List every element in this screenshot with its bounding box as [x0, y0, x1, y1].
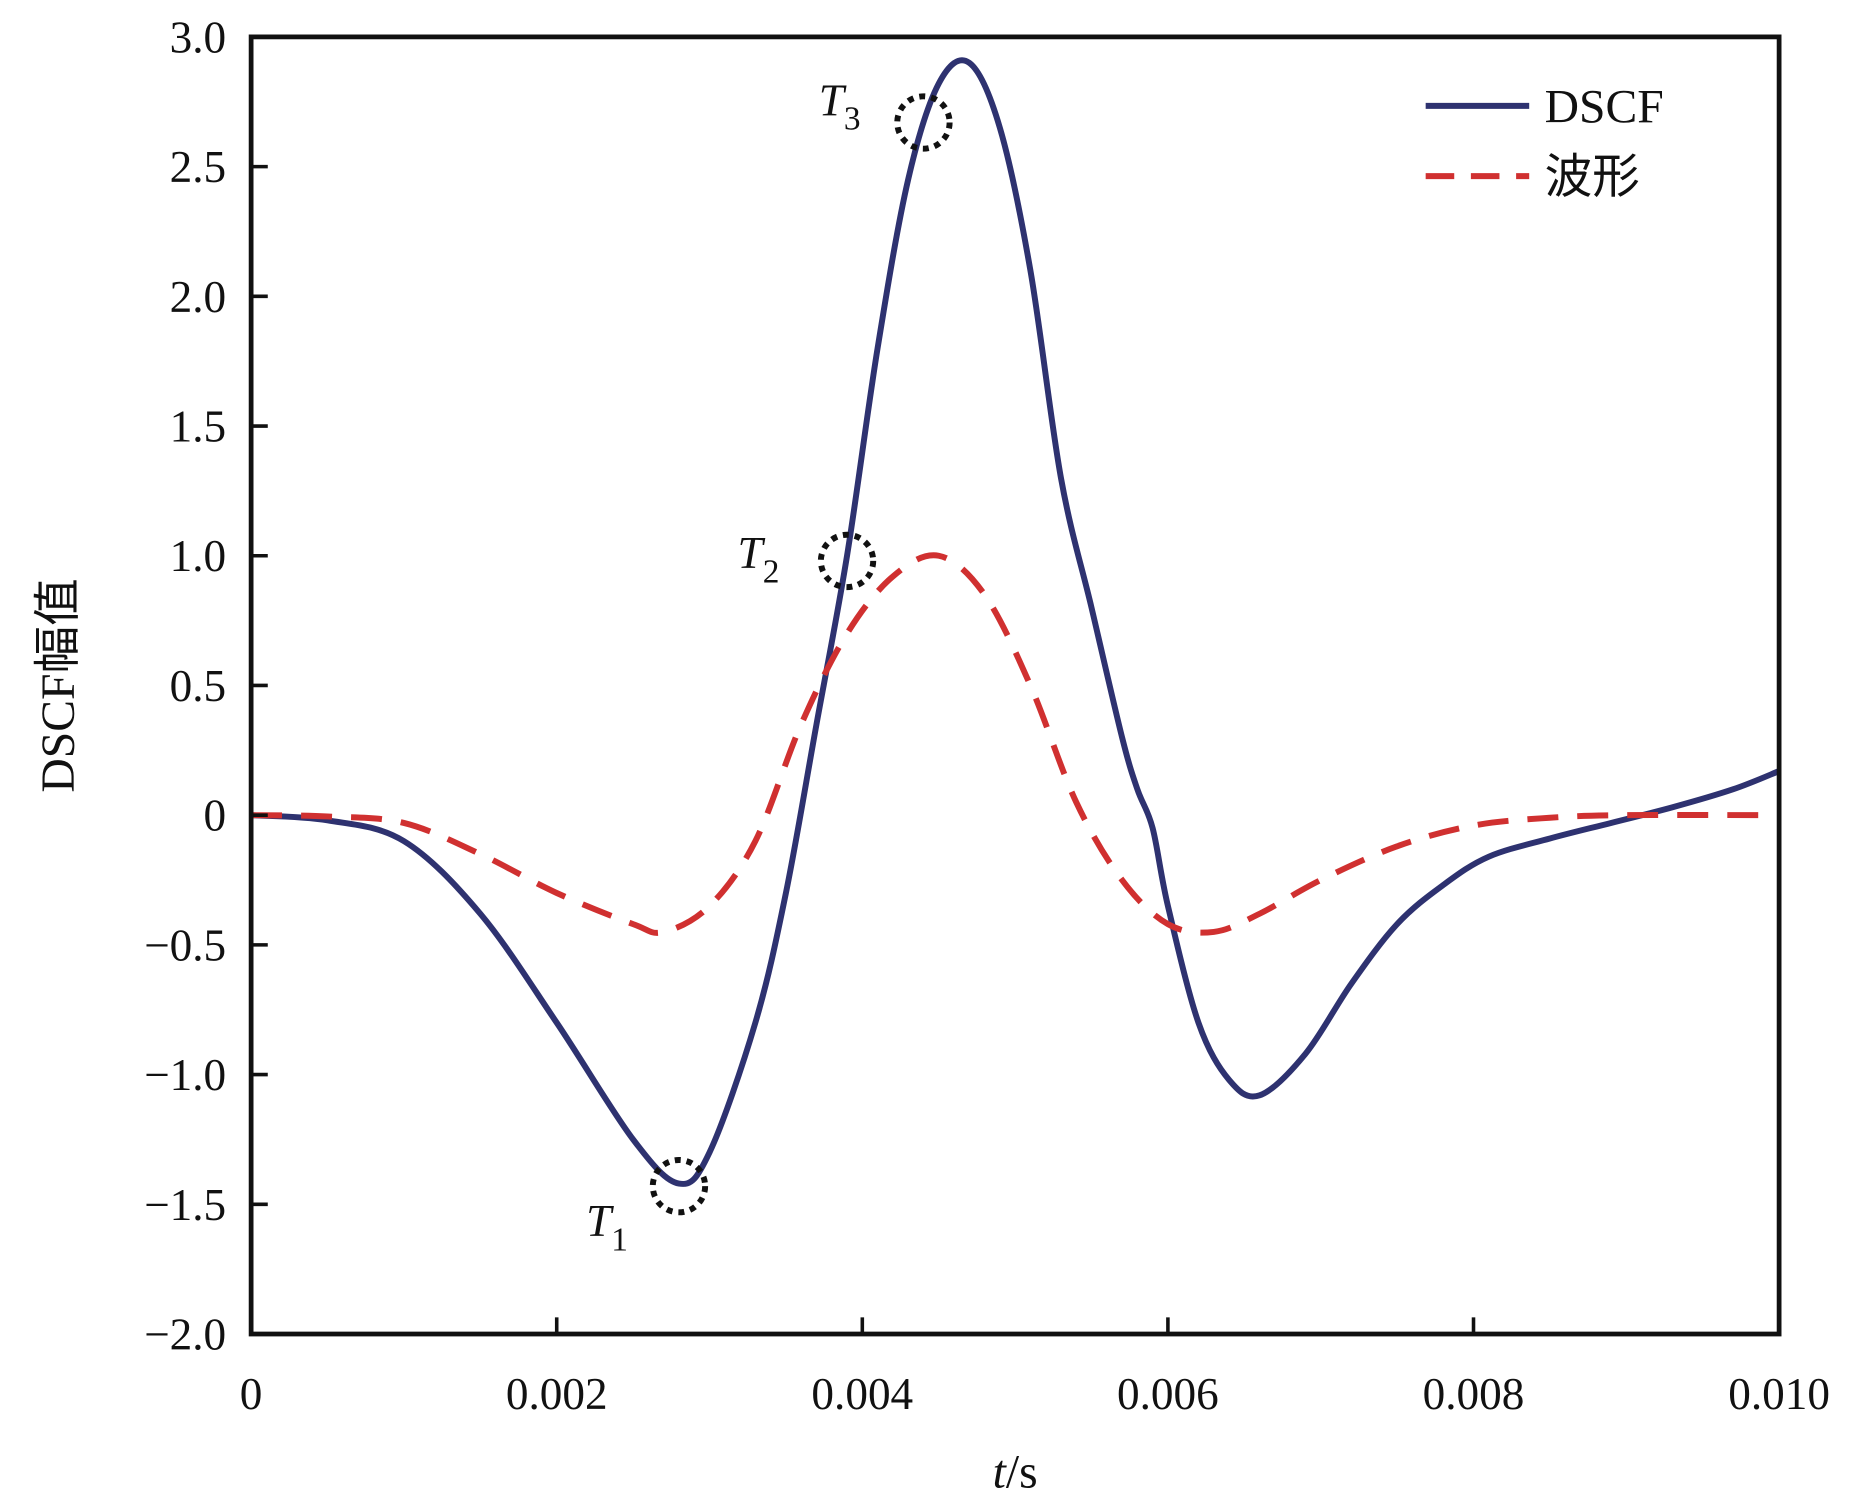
annotation-circle-t1 — [649, 1156, 709, 1216]
y-axis-label: DSCF幅值 — [33, 578, 85, 792]
y-tick-label: 0.5 — [170, 661, 227, 711]
x-tick-label: 0.002 — [506, 1369, 608, 1419]
legend-label-dscf: DSCF — [1545, 82, 1664, 134]
y-tick-label: 1.5 — [170, 401, 227, 451]
x-tick-label: 0.004 — [811, 1369, 913, 1419]
series-line-dscf — [250, 57, 1781, 1187]
annotation-label-t2: T2 — [738, 528, 780, 590]
annotation-label-t3: T3 — [819, 75, 861, 137]
annotation-label-t1: T1 — [586, 1196, 628, 1258]
y-tick-label: 1.0 — [170, 531, 227, 581]
annotation-circle-t3 — [894, 93, 953, 152]
y-tick-label: −1.0 — [144, 1050, 226, 1100]
y-tick-label: 2.0 — [170, 272, 227, 322]
y-tick-label: 3.0 — [170, 12, 227, 62]
legend-label-waveform: 波形 — [1545, 152, 1640, 204]
plot-frame — [248, 34, 1782, 1337]
x-axis-label: t/s — [993, 1447, 1038, 1499]
y-tick-label: 2.5 — [170, 142, 227, 192]
annotation-circle-t2 — [817, 531, 877, 591]
legend: DSCF 波形 — [1425, 82, 1664, 204]
x-tick-label: 0.008 — [1423, 1369, 1525, 1419]
y-tick-label: 0 — [204, 791, 227, 841]
y-tick-label: −1.5 — [144, 1180, 226, 1230]
series-line-waveform — [251, 552, 1780, 936]
x-tick-label: 0.006 — [1117, 1369, 1219, 1419]
y-tick-label: −0.5 — [144, 920, 226, 970]
x-tick-label: 0.010 — [1728, 1369, 1830, 1419]
x-tick-label: 0 — [240, 1369, 263, 1419]
y-tick-label: −2.0 — [144, 1309, 226, 1359]
